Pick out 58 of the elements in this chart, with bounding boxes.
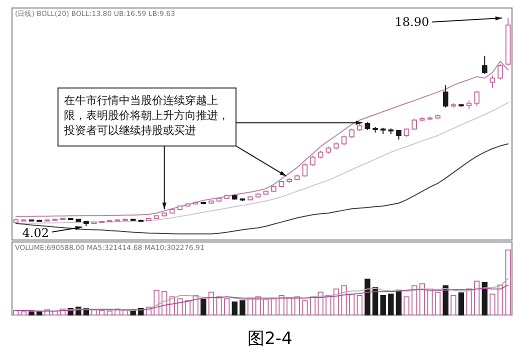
bar <box>99 310 105 316</box>
annotation: 18.90 <box>394 15 430 29</box>
bar <box>450 295 456 316</box>
bar <box>278 295 284 316</box>
bar <box>232 302 238 316</box>
bar <box>380 295 386 316</box>
bar <box>427 288 433 316</box>
annotation: 4.02 <box>22 226 49 240</box>
bar <box>263 298 269 316</box>
bar <box>270 298 277 316</box>
candlestick <box>349 128 354 139</box>
bar <box>434 292 441 316</box>
bar <box>240 300 246 316</box>
bar <box>419 283 425 316</box>
candlestick <box>474 90 480 106</box>
bar <box>466 288 472 316</box>
candlestick <box>442 84 448 108</box>
candlestick <box>341 135 347 146</box>
bar <box>36 311 42 316</box>
bar <box>388 294 394 316</box>
bar <box>333 288 340 316</box>
bar <box>177 298 183 316</box>
candlestick <box>302 162 308 178</box>
candlestick <box>482 55 488 74</box>
bar <box>396 290 402 316</box>
bar <box>162 291 168 316</box>
bar <box>208 292 214 316</box>
bar <box>184 300 191 316</box>
bar <box>505 250 511 316</box>
bar <box>216 296 222 316</box>
bar <box>364 278 370 316</box>
bar <box>200 298 206 316</box>
bar <box>372 287 378 316</box>
bar <box>482 282 488 316</box>
bar <box>356 295 362 316</box>
bar <box>326 295 332 316</box>
bar <box>412 285 418 316</box>
candlestick <box>498 64 503 80</box>
candlestick <box>412 118 417 130</box>
bar <box>404 296 410 316</box>
bar <box>490 294 496 316</box>
candlestick <box>310 155 316 167</box>
bar <box>224 298 230 316</box>
bar <box>13 310 19 316</box>
bar <box>497 284 504 316</box>
bar <box>20 311 27 316</box>
bar <box>341 285 347 316</box>
bar <box>458 292 464 316</box>
candlestick <box>490 74 496 88</box>
bar <box>154 290 160 316</box>
bar <box>286 298 292 316</box>
bar <box>474 280 480 316</box>
bar <box>349 294 355 316</box>
caption: 图2-4 <box>248 329 292 349</box>
bar <box>302 300 308 316</box>
bar <box>106 310 112 316</box>
annotation: 在牛市行情中当股价连续穿越上限，表明股价将朝上升方向推进，投资者可以继续持股或买进 <box>64 93 230 138</box>
bar <box>442 285 448 316</box>
